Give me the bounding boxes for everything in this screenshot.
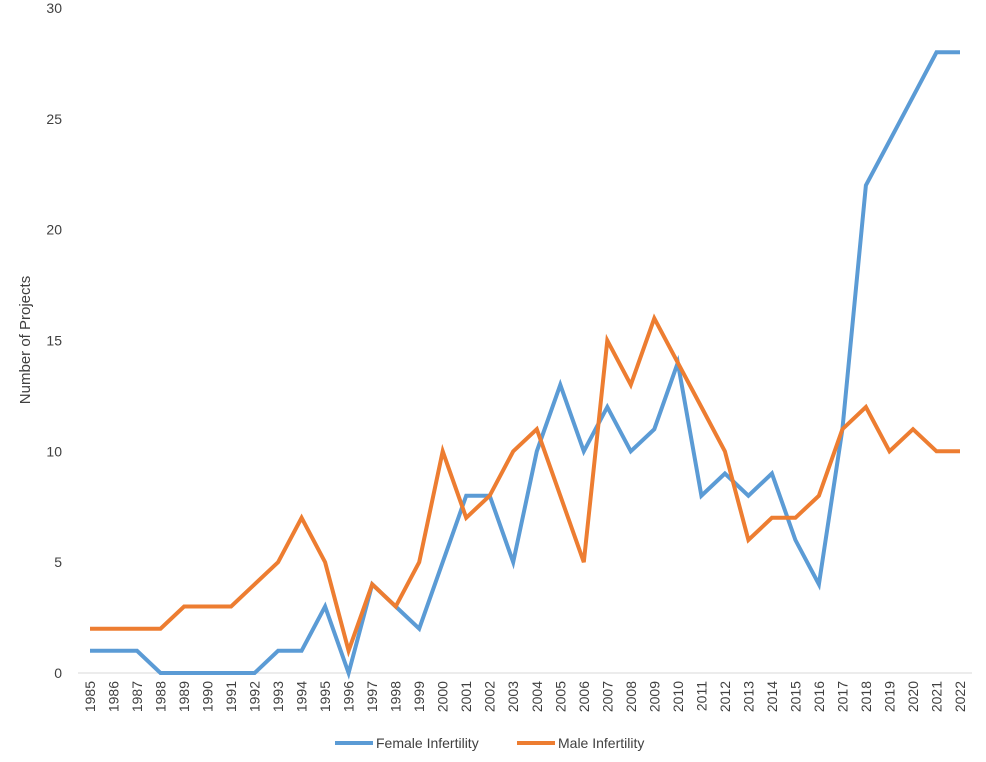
x-tick-label: 2021 bbox=[928, 681, 944, 712]
y-axis-ticks: 0 5 10 15 20 25 30 bbox=[46, 0, 62, 681]
plot-area: 0 5 10 15 20 25 30 1985 1986 1987 1988 1989 1990 199… bbox=[46, 0, 972, 712]
x-tick-label: 2002 bbox=[482, 681, 498, 712]
x-tick-label: 1996 bbox=[341, 681, 357, 712]
x-tick-label: 2009 bbox=[646, 681, 662, 712]
x-tick-label: 2005 bbox=[552, 681, 568, 712]
y-tick-label: 10 bbox=[46, 443, 62, 459]
x-axis-ticks: 1985 1986 1987 1988 1989 1990 1991 1992 1993 1994… bbox=[82, 681, 968, 712]
x-tick-label: 2010 bbox=[670, 681, 686, 712]
y-axis-title: Number of Projects bbox=[17, 276, 34, 404]
y-tick-label: 5 bbox=[54, 554, 62, 570]
legend-label: Female Infertility bbox=[376, 735, 479, 751]
x-tick-label: 2001 bbox=[458, 681, 474, 712]
x-tick-label: 2004 bbox=[529, 681, 545, 712]
x-tick-label: 1990 bbox=[200, 681, 216, 712]
x-tick-label: 2003 bbox=[505, 681, 521, 712]
x-tick-label: 2016 bbox=[811, 681, 827, 712]
y-tick-label: 15 bbox=[46, 333, 62, 349]
x-tick-label: 2015 bbox=[787, 681, 803, 712]
x-tick-label: 1986 bbox=[106, 681, 122, 712]
x-tick-label: 2017 bbox=[834, 681, 850, 712]
x-tick-label: 1985 bbox=[82, 681, 98, 712]
x-tick-label: 1987 bbox=[129, 681, 145, 712]
legend-item-male-infertility: Male Infertility bbox=[517, 735, 644, 751]
x-tick-label: 1989 bbox=[176, 681, 192, 712]
y-tick-label: 25 bbox=[46, 111, 62, 127]
y-tick-label: 20 bbox=[46, 222, 62, 238]
x-tick-label: 1991 bbox=[223, 681, 239, 712]
series-line-female-infertility bbox=[90, 50, 960, 680]
x-tick-label: 2020 bbox=[905, 681, 921, 712]
x-tick-label: 1992 bbox=[247, 681, 263, 712]
x-tick-label: 2013 bbox=[740, 681, 756, 712]
x-tick-label: 2018 bbox=[858, 681, 874, 712]
x-tick-label: 2006 bbox=[576, 681, 592, 712]
x-tick-label: 2000 bbox=[435, 681, 451, 712]
y-tick-label: 0 bbox=[54, 665, 62, 681]
x-tick-label: 1999 bbox=[411, 681, 427, 712]
x-tick-label: 1993 bbox=[270, 681, 286, 712]
x-tick-label: 1988 bbox=[153, 681, 169, 712]
x-tick-label: 1997 bbox=[364, 681, 380, 712]
x-tick-label: 2014 bbox=[764, 681, 780, 712]
x-tick-label: 2012 bbox=[717, 681, 733, 712]
x-tick-label: 2007 bbox=[599, 681, 615, 712]
x-tick-label: 1994 bbox=[294, 681, 310, 712]
x-tick-label: 1995 bbox=[317, 681, 333, 712]
legend-label: Male Infertility bbox=[558, 735, 644, 751]
series-line-male-infertility bbox=[90, 313, 960, 658]
x-tick-label: 2008 bbox=[623, 681, 639, 712]
y-tick-label: 30 bbox=[46, 0, 62, 16]
x-tick-label: 1998 bbox=[388, 681, 404, 712]
legend: Female Infertility Male Infertility bbox=[335, 735, 644, 751]
x-tick-label: 2011 bbox=[693, 681, 709, 711]
legend-item-female-infertility: Female Infertility bbox=[335, 735, 479, 751]
x-tick-label: 2022 bbox=[952, 681, 968, 712]
x-tick-label: 2019 bbox=[881, 681, 897, 712]
series-lines bbox=[90, 50, 960, 680]
